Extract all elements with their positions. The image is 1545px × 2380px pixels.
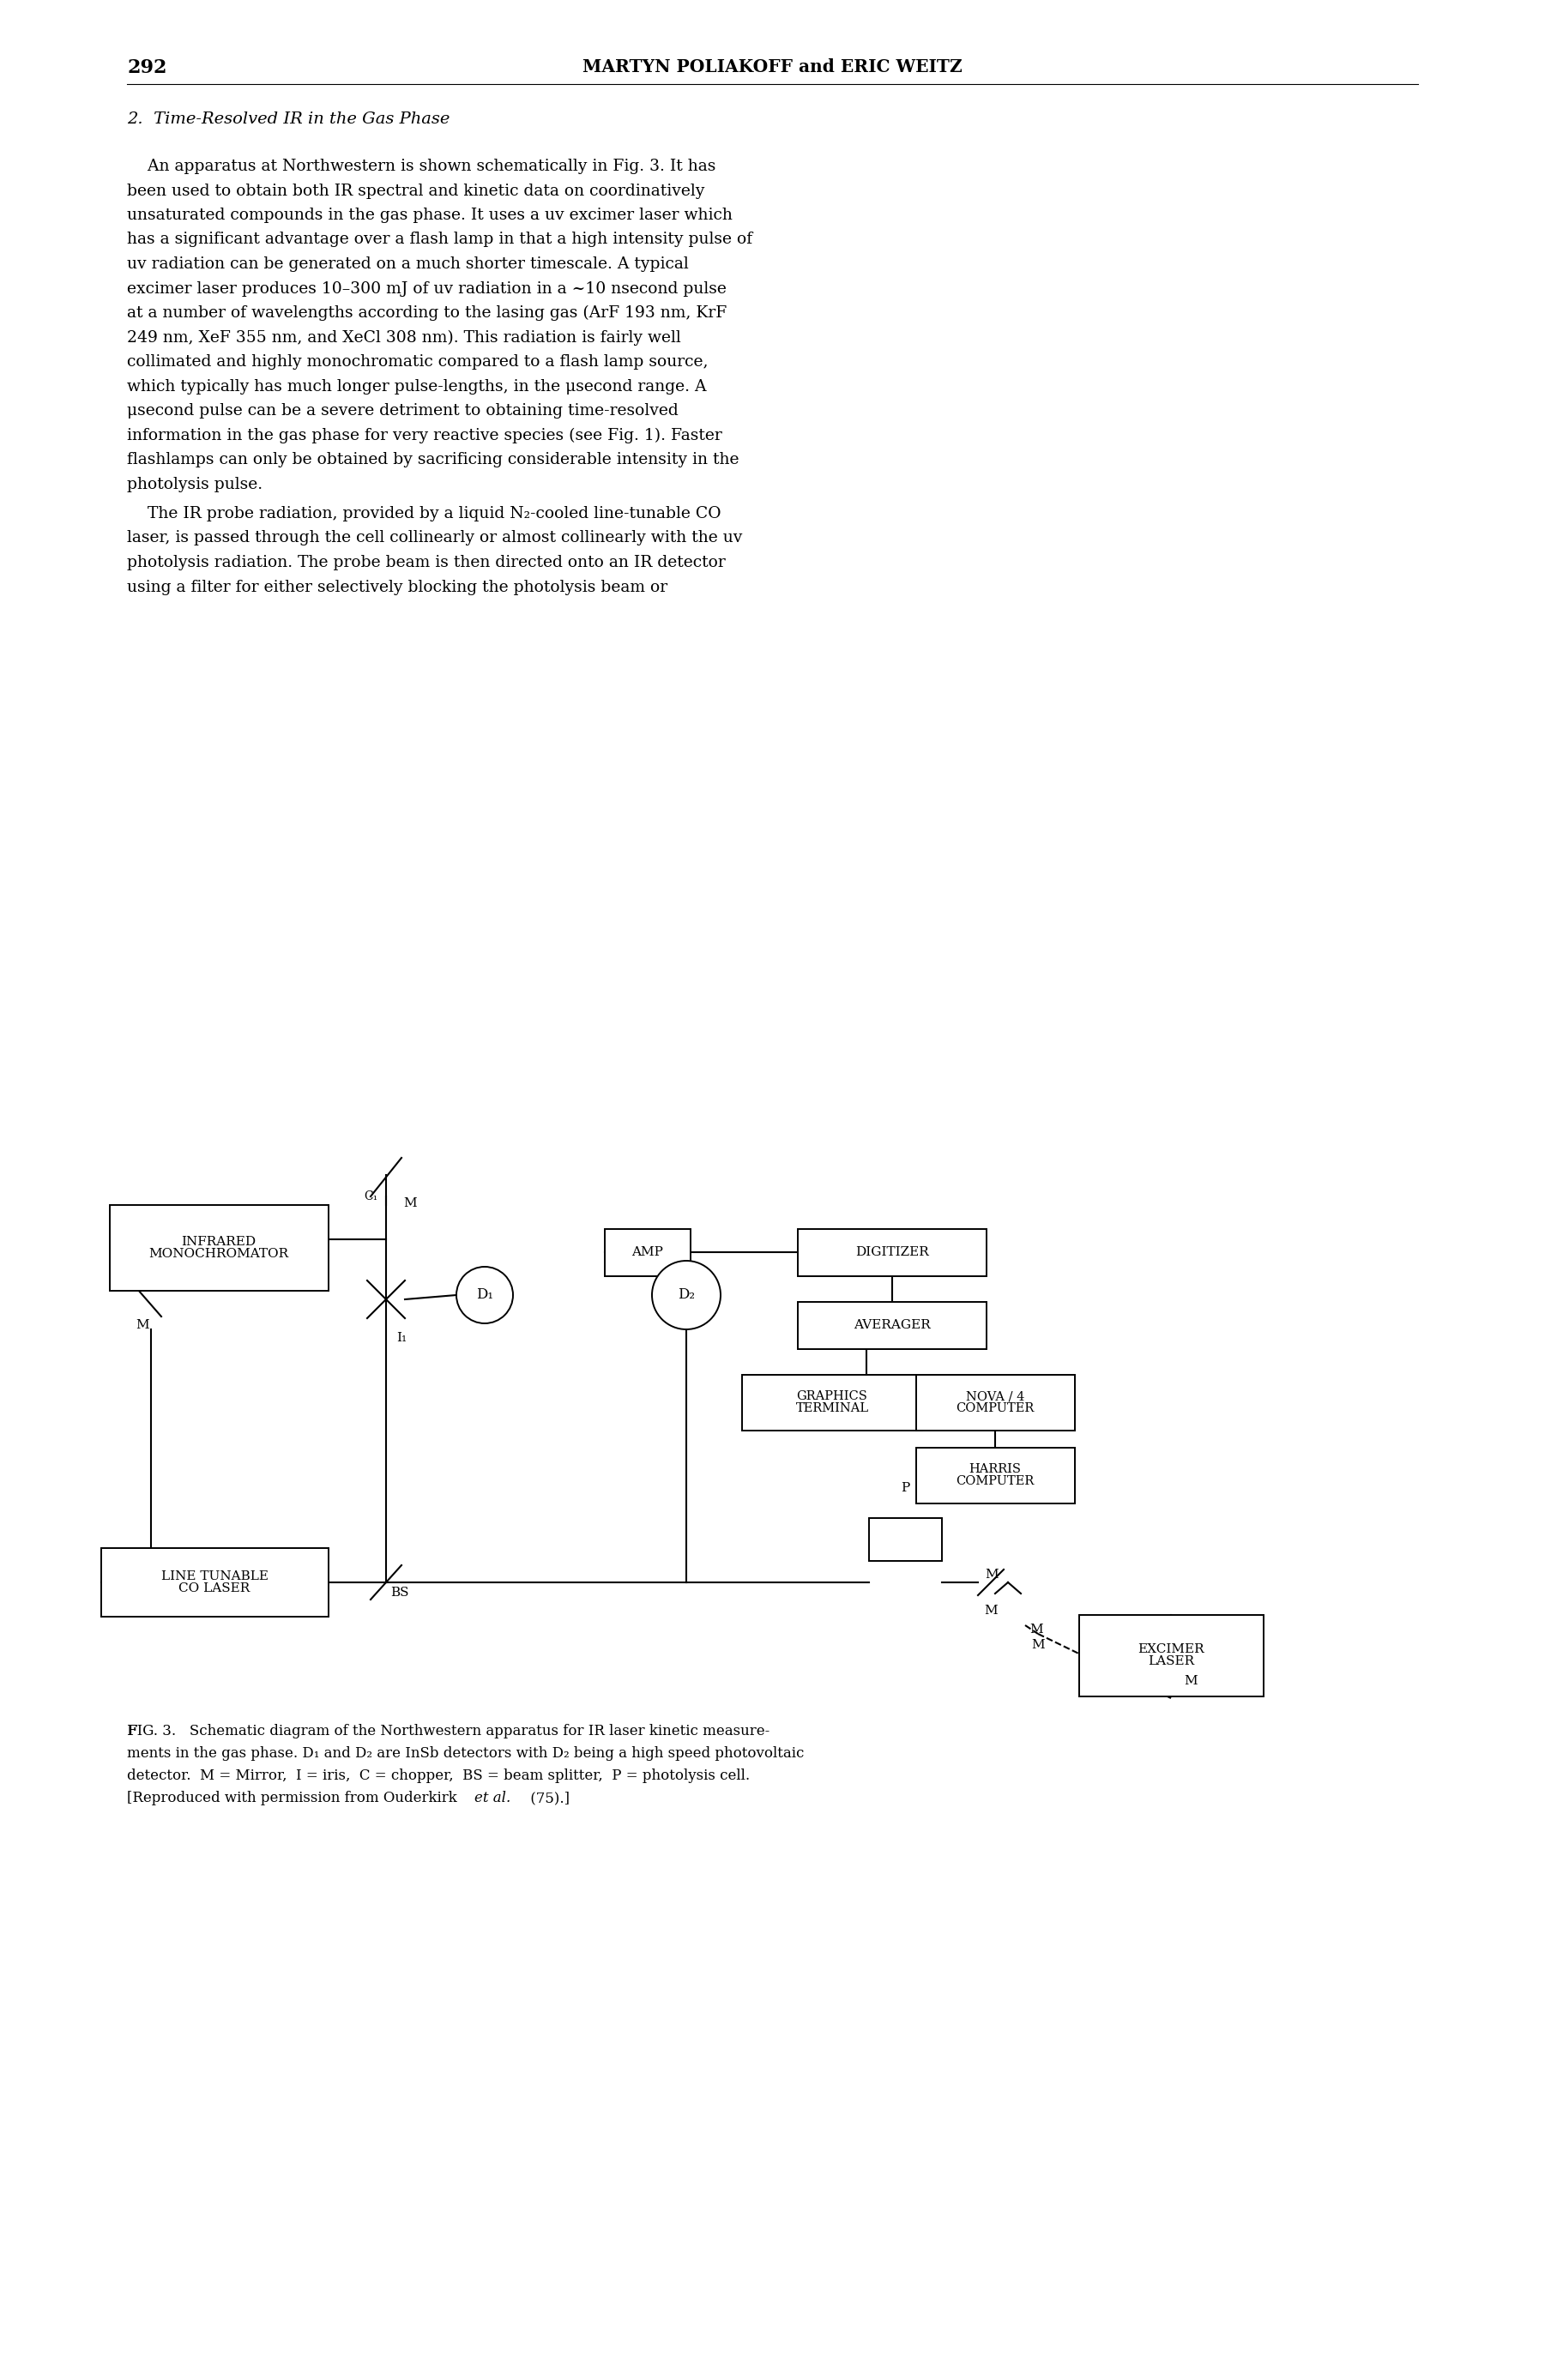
Text: M: M bbox=[403, 1197, 417, 1209]
Text: M: M bbox=[1183, 1676, 1197, 1687]
Text: BS: BS bbox=[391, 1587, 409, 1599]
Text: collimated and highly monochromatic compared to a flash lamp source,: collimated and highly monochromatic comp… bbox=[127, 355, 708, 369]
Text: M: M bbox=[984, 1568, 998, 1580]
Text: LINE TUNABLE: LINE TUNABLE bbox=[161, 1571, 269, 1583]
Bar bbox=[916, 1373, 1074, 1430]
Text: NOVA / 4: NOVA / 4 bbox=[966, 1390, 1024, 1402]
Circle shape bbox=[652, 1261, 720, 1330]
Text: 2.  Time-Resolved IR in the Gas Phase: 2. Time-Resolved IR in the Gas Phase bbox=[127, 112, 450, 126]
Bar bbox=[1078, 1614, 1264, 1697]
Text: MARTYN POLIAKOFF and ERIC WEITZ: MARTYN POLIAKOFF and ERIC WEITZ bbox=[582, 60, 963, 76]
Text: HARRIS: HARRIS bbox=[969, 1464, 1021, 1476]
Text: P: P bbox=[901, 1483, 910, 1495]
Text: D₁: D₁ bbox=[476, 1288, 493, 1302]
Text: FIG. 3.   Schematic diagram of the Northwestern apparatus for IR laser kinetic m: FIG. 3. Schematic diagram of the Northwe… bbox=[127, 1723, 769, 1737]
Text: information in the gas phase for very reactive species (see Fig. 1). Faster: information in the gas phase for very re… bbox=[127, 428, 722, 443]
Text: which typically has much longer pulse-lengths, in the μsecond range. A: which typically has much longer pulse-le… bbox=[127, 378, 706, 395]
Text: D₂: D₂ bbox=[678, 1288, 695, 1302]
Text: DIGITIZER: DIGITIZER bbox=[856, 1247, 929, 1259]
Text: ments in the gas phase. D₁ and D₂ are InSb detectors with D₂ being a high speed : ments in the gas phase. D₁ and D₂ are In… bbox=[127, 1747, 803, 1761]
Text: excimer laser produces 10–300 mJ of uv radiation in a ~10 nsecond pulse: excimer laser produces 10–300 mJ of uv r… bbox=[127, 281, 726, 298]
Bar bbox=[916, 1447, 1074, 1504]
Bar bbox=[868, 1518, 941, 1561]
Text: An apparatus at Northwestern is shown schematically in Fig. 3. It has: An apparatus at Northwestern is shown sc… bbox=[127, 159, 715, 174]
Text: (75).]: (75).] bbox=[525, 1790, 570, 1806]
Text: using a filter for either selectively blocking the photolysis beam or: using a filter for either selectively bl… bbox=[127, 578, 667, 595]
Text: has a significant advantage over a flash lamp in that a high intensity pulse of: has a significant advantage over a flash… bbox=[127, 231, 752, 248]
Bar bbox=[797, 1228, 987, 1276]
Text: M: M bbox=[1029, 1623, 1043, 1635]
Text: been used to obtain both IR spectral and kinetic data on coordinatively: been used to obtain both IR spectral and… bbox=[127, 183, 705, 198]
Text: INFRARED: INFRARED bbox=[181, 1235, 256, 1247]
Text: 292: 292 bbox=[127, 60, 167, 76]
Text: GRAPHICS: GRAPHICS bbox=[797, 1390, 868, 1402]
Text: C₁: C₁ bbox=[363, 1190, 377, 1202]
Text: TERMINAL: TERMINAL bbox=[796, 1402, 868, 1414]
Text: COMPUTER: COMPUTER bbox=[956, 1476, 1034, 1488]
Text: 249 nm, XeF 355 nm, and XeCl 308 nm). This radiation is fairly well: 249 nm, XeF 355 nm, and XeCl 308 nm). Th… bbox=[127, 331, 681, 345]
Bar bbox=[797, 1302, 987, 1349]
Text: at a number of wavelengths according to the lasing gas (ArF 193 nm, KrF: at a number of wavelengths according to … bbox=[127, 305, 726, 321]
Text: F: F bbox=[127, 1723, 138, 1737]
Text: μsecond pulse can be a severe detriment to obtaining time-resolved: μsecond pulse can be a severe detriment … bbox=[127, 402, 678, 419]
Text: et al.: et al. bbox=[474, 1790, 511, 1806]
Text: M: M bbox=[136, 1319, 148, 1330]
Bar bbox=[742, 1373, 922, 1430]
Text: M: M bbox=[984, 1604, 998, 1616]
Text: photolysis radiation. The probe beam is then directed onto an IR detector: photolysis radiation. The probe beam is … bbox=[127, 555, 726, 571]
Bar bbox=[110, 1204, 328, 1290]
Text: AMP: AMP bbox=[632, 1247, 663, 1259]
Text: CO LASER: CO LASER bbox=[179, 1583, 250, 1595]
Text: COMPUTER: COMPUTER bbox=[956, 1402, 1034, 1414]
Circle shape bbox=[456, 1266, 513, 1323]
Text: detector.  M = Mirror,  I = iris,  C = chopper,  BS = beam splitter,  P = photol: detector. M = Mirror, I = iris, C = chop… bbox=[127, 1768, 749, 1783]
Text: flashlamps can only be obtained by sacrificing considerable intensity in the: flashlamps can only be obtained by sacri… bbox=[127, 452, 739, 466]
Text: MONOCHROMATOR: MONOCHROMATOR bbox=[148, 1247, 289, 1259]
Text: laser, is passed through the cell collinearly or almost collinearly with the uv: laser, is passed through the cell collin… bbox=[127, 531, 742, 545]
Text: [Reproduced with permission from Ouderkirk: [Reproduced with permission from Ouderki… bbox=[127, 1790, 462, 1806]
Bar bbox=[604, 1228, 691, 1276]
Text: LASER: LASER bbox=[1148, 1654, 1194, 1668]
Text: AVERAGER: AVERAGER bbox=[854, 1319, 930, 1330]
Bar bbox=[100, 1547, 328, 1616]
Text: uv radiation can be generated on a much shorter timescale. A typical: uv radiation can be generated on a much … bbox=[127, 257, 689, 271]
Text: EXCIMER: EXCIMER bbox=[1137, 1642, 1204, 1654]
Text: The IR probe radiation, provided by a liquid N₂-cooled line-tunable CO: The IR probe radiation, provided by a li… bbox=[127, 507, 722, 521]
Text: unsaturated compounds in the gas phase. It uses a uv excimer laser which: unsaturated compounds in the gas phase. … bbox=[127, 207, 732, 224]
Text: I₁: I₁ bbox=[397, 1333, 406, 1345]
Text: photolysis pulse.: photolysis pulse. bbox=[127, 476, 263, 493]
Text: M: M bbox=[1032, 1640, 1044, 1652]
